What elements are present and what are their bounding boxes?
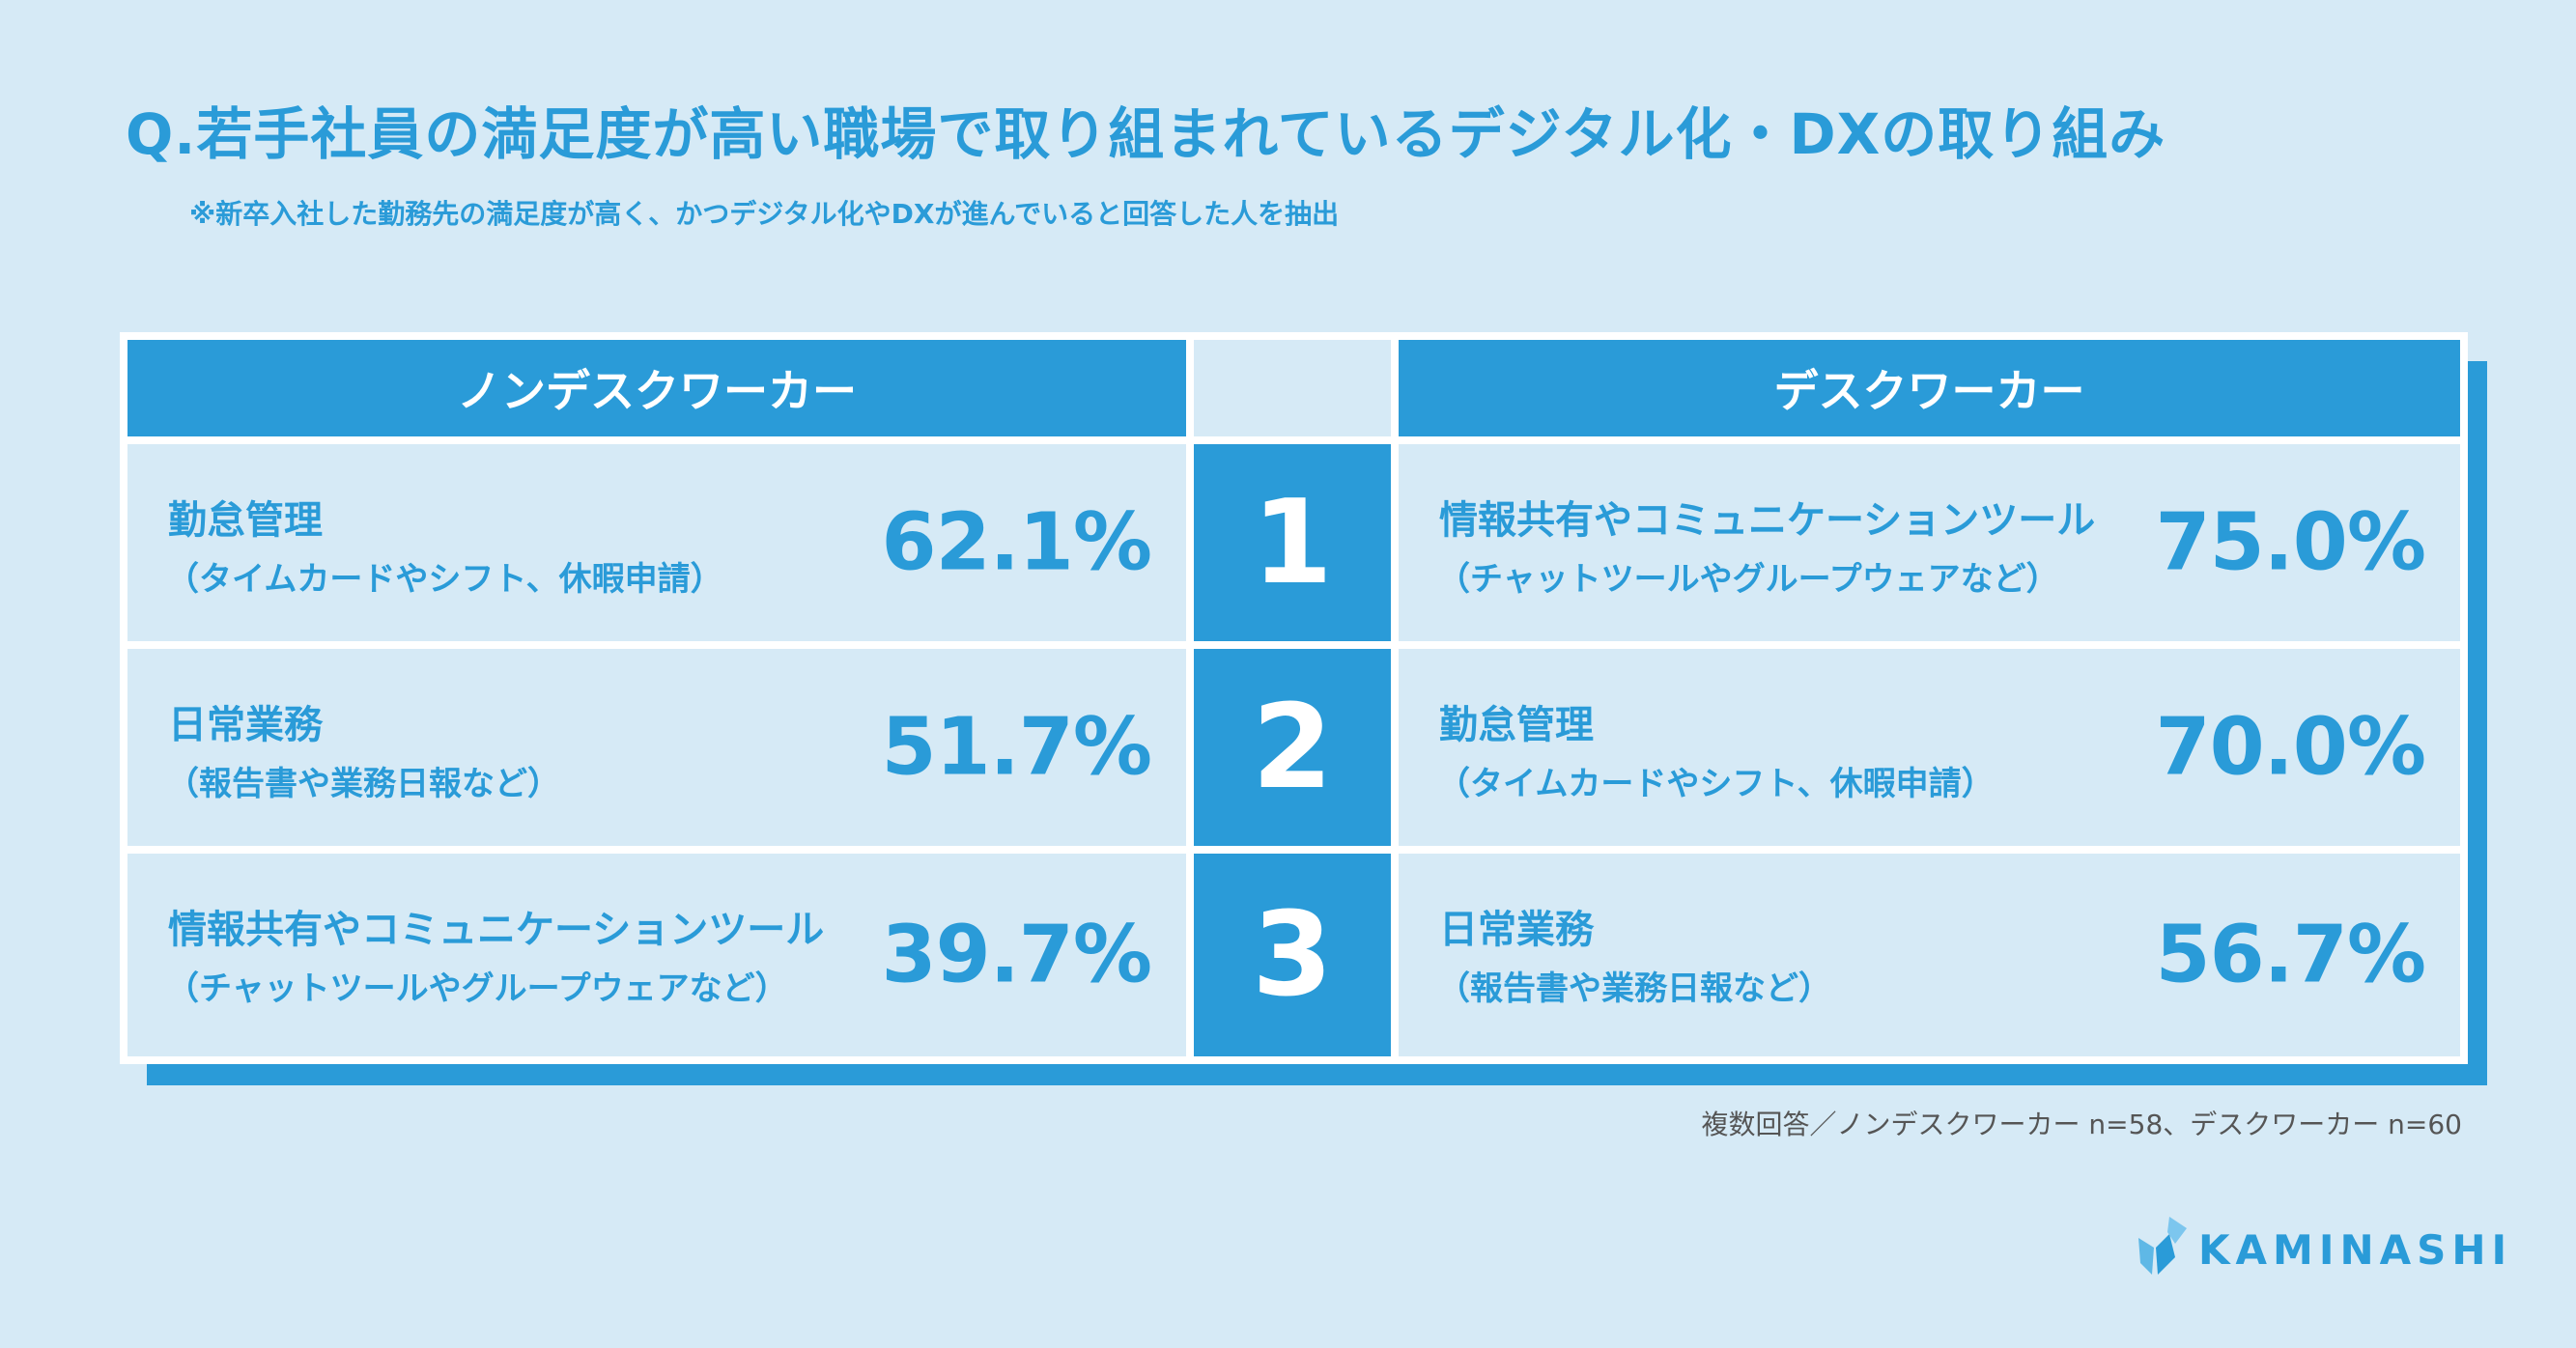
item-percentage: 62.1%: [881, 496, 1152, 589]
header-non-desk: ノンデスクワーカー: [127, 340, 1186, 436]
item-percentage: 51.7%: [881, 701, 1152, 794]
table-row-desk-1: 情報共有やコミュニケーションツール （チャットツールやグループウェアなど） 75…: [1399, 444, 2460, 641]
item-percentage: 70.0%: [2155, 701, 2426, 794]
logo-text: KAMINASHI: [2198, 1225, 2513, 1274]
kaminashi-logo: KAMINASHI: [2133, 1215, 2512, 1284]
item-note: （タイムカードやシフト、休暇申請）: [1437, 765, 1995, 803]
item-name: 勤怠管理: [1439, 703, 1594, 747]
chart-subtitle: ※新卒入社した勤務先の満足度が高く、かつデジタル化やDXが進んでいると回答した人…: [189, 198, 1340, 230]
item-percentage: 39.7%: [881, 909, 1152, 1001]
item-percentage: 56.7%: [2155, 909, 2426, 1001]
footnote: 複数回答／ノンデスクワーカー n=58、デスクワーカー n=60: [1701, 1109, 2462, 1140]
item-name: 情報共有やコミュニケーションツール: [168, 908, 825, 952]
kaminashi-logo-icon: [2138, 1217, 2187, 1275]
ranking-table: ノンデスクワーカー デスクワーカー 勤怠管理 （タイムカードやシフト、休暇申請）…: [120, 332, 2468, 1064]
rank-badge-3: 3: [1194, 854, 1391, 1056]
item-note: （チャットツールやグループウェアなど）: [166, 969, 788, 1008]
rank-badge-1: 1: [1194, 444, 1391, 641]
header-desk: デスクワーカー: [1399, 340, 2460, 436]
item-note: （チャットツールやグループウェアなど）: [1437, 560, 2059, 599]
item-name: 勤怠管理: [168, 498, 323, 543]
item-name: 日常業務: [1439, 908, 1594, 952]
item-note: （タイムカードやシフト、休暇申請）: [166, 560, 723, 599]
table-row-non-desk-1: 勤怠管理 （タイムカードやシフト、休暇申請） 62.1%: [127, 444, 1186, 641]
table-row-non-desk-2: 日常業務 （報告書や業務日報など） 51.7%: [127, 649, 1186, 846]
table-row-desk-2: 勤怠管理 （タイムカードやシフト、休暇申請） 70.0%: [1399, 649, 2460, 846]
item-note: （報告書や業務日報など）: [1437, 969, 1831, 1008]
item-note: （報告書や業務日報など）: [166, 765, 560, 803]
item-name: 情報共有やコミュニケーションツール: [1439, 498, 2096, 543]
item-name: 日常業務: [168, 703, 323, 747]
header-rank-blank: [1194, 340, 1391, 436]
rank-badge-2: 2: [1194, 649, 1391, 846]
table-row-desk-3: 日常業務 （報告書や業務日報など） 56.7%: [1399, 854, 2460, 1056]
item-percentage: 75.0%: [2155, 496, 2426, 589]
table-row-non-desk-3: 情報共有やコミュニケーションツール （チャットツールやグループウェアなど） 39…: [127, 854, 1186, 1056]
chart-title: Q.若手社員の満足度が高い職場で取り組まれているデジタル化・DXの取り組み: [126, 101, 2166, 167]
